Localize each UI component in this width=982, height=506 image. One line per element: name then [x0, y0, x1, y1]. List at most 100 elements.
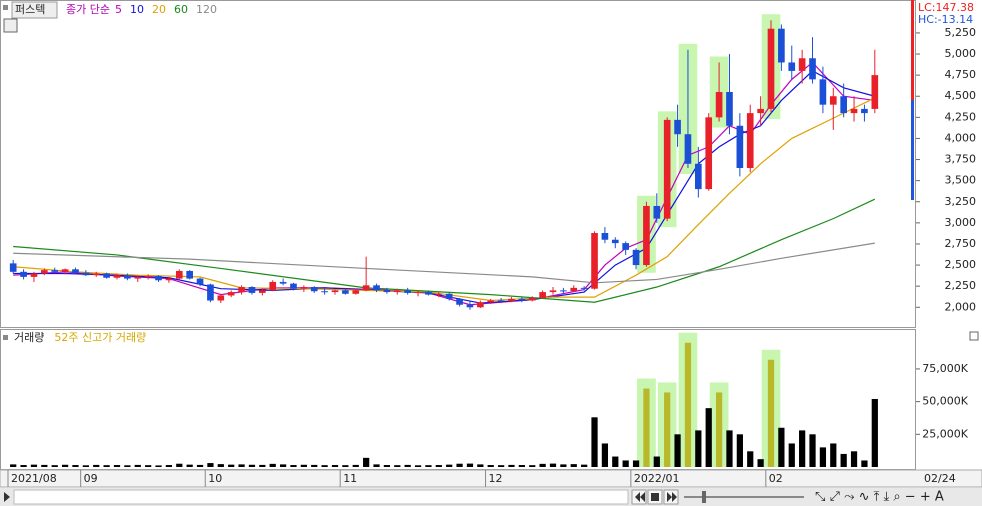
candle-body	[684, 134, 692, 164]
legend-entry: 10	[130, 3, 144, 16]
candle-body	[331, 290, 339, 293]
panel-icon	[3, 5, 8, 10]
candle-body	[643, 205, 650, 266]
candle-body	[310, 287, 318, 292]
volume-bar	[435, 465, 442, 467]
last-date: 02/24	[924, 472, 956, 485]
candle-body	[9, 263, 17, 272]
date-label: 11	[343, 472, 357, 485]
volume-bar	[664, 392, 671, 467]
candle-body	[342, 290, 349, 294]
volume-bar	[653, 456, 660, 467]
volume-bar	[819, 447, 827, 467]
volume-bar	[446, 464, 453, 467]
candle-body	[186, 270, 193, 279]
tool-icons[interactable]: ⤡ ⤢ ⤳ ∿ ⤒ ⤓ ⌕ − + A	[815, 490, 944, 505]
legend-entry: 120	[196, 3, 217, 16]
candle-body	[829, 96, 837, 105]
volume-bar	[145, 465, 152, 467]
volume-bar	[10, 464, 17, 467]
volume-bar	[871, 399, 878, 467]
volume-bar	[82, 465, 89, 467]
playback-buttons[interactable]	[631, 489, 804, 505]
volume-bar	[487, 465, 494, 467]
candle-body	[92, 273, 100, 276]
candle-body	[175, 270, 183, 279]
volume-bar	[331, 465, 339, 467]
volume-bar	[767, 359, 775, 467]
volume-bar	[176, 463, 183, 467]
candle-body	[508, 298, 515, 302]
candle-body	[393, 290, 401, 293]
candle-body	[290, 283, 297, 289]
volume-bar	[477, 464, 484, 467]
scroll-left[interactable]	[4, 492, 10, 502]
candle-body	[861, 108, 868, 114]
legend-entry: 60	[174, 3, 188, 16]
candle-body	[715, 92, 723, 118]
ma-line	[13, 70, 875, 304]
candle-body	[580, 287, 588, 289]
stock-name-box[interactable]	[11, 1, 58, 19]
ma-line	[13, 97, 876, 302]
candle-body	[560, 290, 567, 292]
lc-bar	[911, 0, 914, 100]
grid-toggle[interactable]	[3, 18, 18, 33]
date-label: 10	[208, 472, 222, 485]
candle-body	[144, 276, 152, 278]
candle-body	[528, 297, 536, 301]
volume-bar	[622, 460, 629, 467]
y-tick-label: 4,750	[945, 68, 977, 81]
candle-body	[466, 304, 474, 308]
volume-bar	[726, 430, 733, 467]
candle-body	[103, 273, 110, 278]
volume-bar	[757, 459, 764, 467]
volume-bar	[207, 463, 214, 467]
volume-bar	[30, 464, 38, 467]
volume-bar	[248, 464, 256, 467]
candle-body	[124, 275, 131, 279]
volume-bar	[809, 434, 816, 467]
volume-bar	[383, 465, 391, 467]
candle-body	[663, 119, 671, 219]
volume-bar	[300, 464, 307, 467]
candle-body	[736, 125, 744, 168]
candle-body	[757, 108, 764, 114]
y-tick-label: 2,000	[945, 300, 977, 313]
stock-name[interactable]: 퍼스텍	[15, 3, 45, 16]
candle-body	[435, 293, 443, 295]
y-tick-label: 75,000K	[922, 362, 968, 375]
candle-body	[61, 269, 69, 272]
date-label: 2021/08	[11, 472, 57, 485]
volume-bar	[155, 465, 162, 467]
candle-body	[134, 276, 142, 279]
candle-body	[165, 278, 173, 281]
candle-body	[279, 281, 287, 284]
volume-bar	[684, 342, 692, 467]
volume-bar	[217, 464, 224, 467]
panel-close[interactable]	[969, 331, 979, 341]
y-tick-label: 3,500	[945, 174, 977, 187]
candle-body	[611, 239, 619, 244]
candle-body	[269, 281, 277, 291]
y-tick-label: 25,000K	[922, 427, 968, 440]
volume-bar	[632, 460, 640, 467]
volume-bar	[41, 464, 48, 467]
volume-bar	[196, 464, 204, 467]
date-label: 02	[769, 472, 783, 485]
scroll-track[interactable]	[13, 489, 629, 505]
volume-bar	[290, 465, 297, 467]
candle-body	[850, 108, 858, 114]
y-tick-label: 3,000	[945, 216, 977, 229]
candle-body	[840, 96, 847, 114]
candle-body	[207, 284, 214, 301]
y-tick-label: 2,500	[945, 258, 977, 271]
candle-body	[321, 291, 328, 293]
candle-body	[487, 300, 495, 303]
candle-body	[809, 58, 816, 80]
candle-body	[632, 249, 640, 266]
candle-body	[601, 232, 609, 240]
candle-body	[425, 292, 432, 295]
candle-body	[248, 287, 256, 293]
volume-bar	[539, 463, 546, 467]
